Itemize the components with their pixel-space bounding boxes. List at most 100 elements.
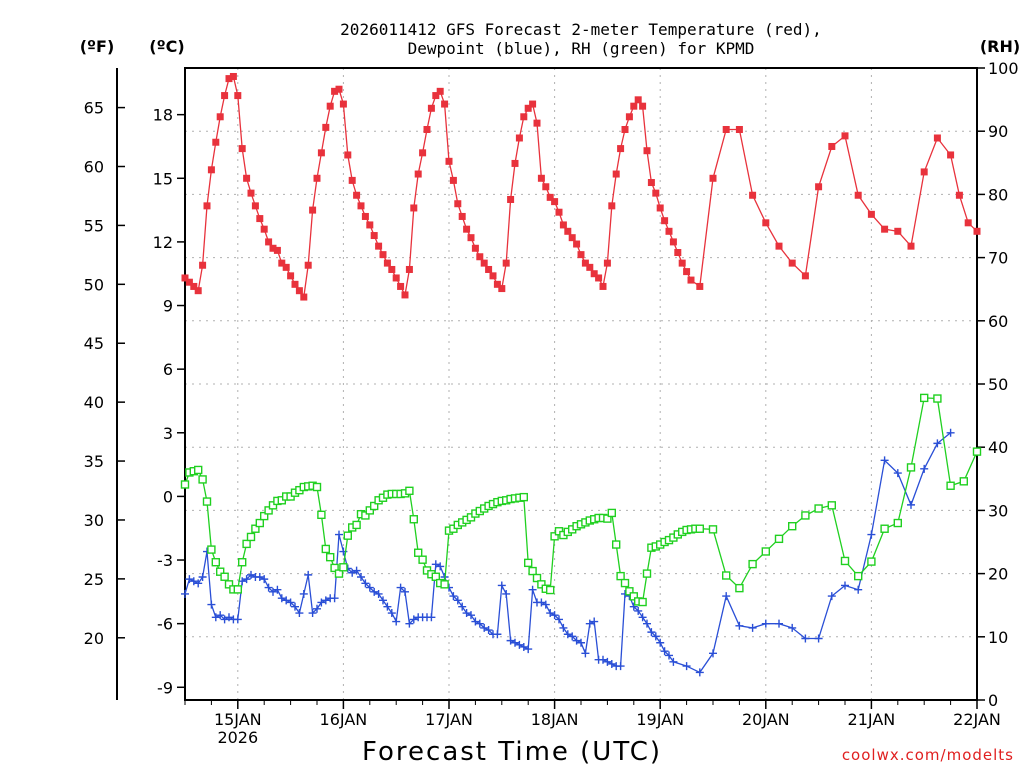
dewpoint-point — [656, 638, 665, 647]
temperature-point — [669, 238, 677, 246]
temperature-point — [533, 119, 541, 127]
dewpoint-point — [695, 668, 704, 677]
temperature-point — [586, 263, 594, 271]
rh-point — [854, 571, 863, 581]
rh-tick-label: 60 — [988, 312, 1008, 331]
temperature-point — [432, 92, 440, 100]
rh-point — [708, 525, 718, 534]
temperature-point — [366, 221, 374, 229]
dewpoint-point — [357, 572, 365, 581]
rh-point — [867, 557, 876, 566]
temperature-point — [265, 238, 273, 246]
rh-point — [761, 547, 770, 556]
rh-point — [880, 524, 889, 533]
temperature-point — [348, 176, 356, 184]
dewpoint-point — [295, 609, 304, 618]
temperature-point — [546, 193, 554, 201]
temperature-point — [801, 272, 809, 280]
temperature-line — [184, 75, 978, 299]
temperature-point — [203, 202, 211, 210]
dewpoint-point — [401, 587, 409, 596]
rh-point — [268, 501, 278, 510]
dewpoint-point — [651, 632, 660, 641]
rh-point — [242, 539, 251, 549]
temperature-point — [643, 147, 651, 155]
x-tick-label: 22JAN — [953, 710, 1001, 729]
temperature-point — [291, 280, 299, 288]
temperature-point — [493, 280, 501, 288]
dewpoint-point — [198, 572, 207, 581]
dewpoint-point — [647, 628, 656, 637]
temperature-point — [353, 191, 361, 199]
dewpoint-point — [181, 589, 189, 598]
fahrenheit-tick-label: 30 — [84, 511, 104, 530]
dewpoint-point — [335, 530, 343, 539]
rh-point — [312, 482, 322, 492]
dewpoint-point — [933, 439, 942, 448]
rh-point — [827, 501, 836, 510]
celsius-axis-unit: (ºC) — [149, 37, 184, 56]
temperature-point — [300, 293, 308, 301]
temperature-point — [573, 240, 581, 248]
fahrenheit-axis-unit: (ºF) — [80, 37, 115, 56]
dewpoint-point — [519, 642, 528, 651]
dewpoint-point — [559, 623, 568, 632]
dewpoint-point — [867, 530, 876, 539]
rh-tick-label: 0 — [988, 691, 998, 710]
temperature-point — [498, 285, 506, 293]
dewpoint-point — [722, 592, 731, 601]
temperature-point — [278, 259, 286, 267]
rh-point — [546, 585, 555, 595]
temperature-point — [207, 166, 215, 174]
temperature-point — [735, 126, 743, 134]
temperature-point — [564, 227, 572, 235]
dewpoint-point — [946, 428, 955, 437]
temperature-point — [515, 134, 523, 142]
dewpoint-point — [185, 575, 194, 584]
dewpoint-point — [603, 657, 612, 666]
dewpoint-point — [616, 662, 625, 671]
temperature-point — [269, 244, 277, 252]
dewpoint-point — [484, 626, 493, 635]
temperature-point — [529, 100, 537, 108]
rh-point — [317, 510, 326, 520]
dewpoint-point — [643, 619, 651, 628]
rh-point — [211, 558, 221, 567]
dewpoint-point — [581, 649, 590, 658]
dewpoint-point — [247, 570, 255, 579]
dewpoint-point — [291, 602, 299, 611]
rh-point — [612, 540, 621, 549]
temperature-point — [436, 87, 444, 95]
rh-point — [215, 567, 225, 576]
dewpoint-point — [854, 585, 863, 594]
dewpoint-point — [255, 572, 264, 581]
x-tick-label: 16JAN — [320, 710, 368, 729]
temperature-point — [190, 282, 198, 290]
temperature-point — [907, 242, 915, 250]
temperature-point — [383, 259, 391, 267]
temperature-point — [665, 227, 673, 235]
temperature-point — [577, 251, 585, 259]
temperature-point — [683, 268, 691, 276]
temperature-point — [282, 263, 290, 271]
rh-point — [180, 480, 190, 489]
dewpoint-point — [207, 600, 216, 609]
dewpoint-point — [317, 598, 326, 607]
temperature-point — [749, 191, 757, 199]
dewpoint-point — [427, 613, 436, 622]
temperature-point — [854, 191, 862, 199]
dewpoint-point — [788, 623, 797, 632]
x-tick-label: 18JAN — [531, 710, 579, 729]
rh-tick-label: 80 — [988, 185, 1008, 204]
dewpoint-point — [735, 621, 744, 630]
rh-point — [607, 508, 616, 518]
temperature-point — [326, 102, 334, 110]
dewpoint-point — [304, 570, 313, 579]
dewpoint-point — [370, 587, 379, 596]
dewpoint-point — [493, 630, 502, 639]
x-tick-label: 19JAN — [636, 710, 684, 729]
temperature-point — [225, 75, 233, 83]
temperature-point — [920, 168, 928, 176]
temperature-point — [471, 244, 479, 252]
temperature-point — [520, 113, 528, 121]
